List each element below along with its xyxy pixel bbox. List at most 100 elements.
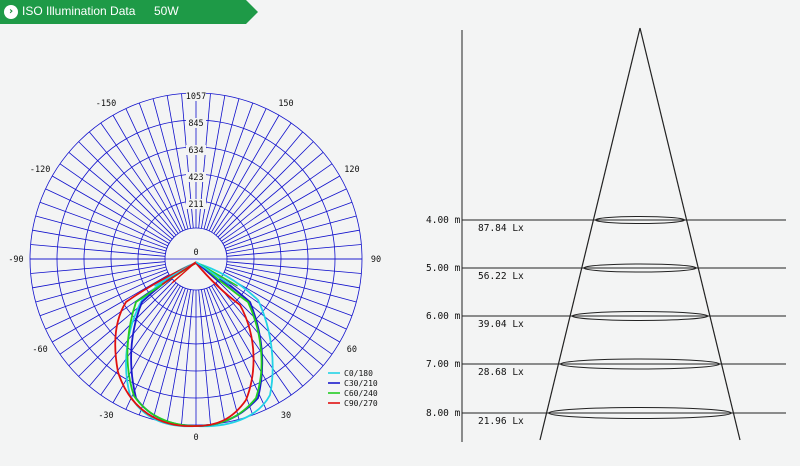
height-label: 7.00 m: [426, 359, 461, 370]
header-power: 50W: [154, 4, 179, 18]
radial-label-bg: [186, 145, 206, 155]
curve-spoke: [161, 261, 197, 286]
polar-spoke: [203, 288, 240, 420]
illuminance-ellipse: [548, 407, 732, 419]
polar-spoke: [45, 271, 169, 330]
height-label: 5.00 m: [426, 263, 461, 274]
polar-spoke: [78, 141, 175, 238]
illuminance-ellipse: [594, 216, 686, 224]
polar-spoke: [206, 102, 254, 231]
lux-label: 21.96 Lx: [478, 416, 524, 427]
polar-spoke: [217, 141, 314, 238]
radial-label-bg: [186, 172, 206, 182]
polar-spoke: [100, 284, 179, 396]
radial-label: 423: [188, 173, 203, 183]
polar-spoke: [213, 122, 292, 234]
polar-spoke: [211, 285, 280, 403]
polar-spoke: [100, 122, 179, 234]
polar-spoke: [208, 108, 267, 232]
legend-label: C30/210: [344, 379, 378, 388]
polar-spoke: [45, 188, 169, 247]
angle-label: 0: [193, 433, 198, 443]
curve-spoke: [171, 261, 197, 284]
lux-label: 28.68 Lx: [478, 367, 524, 378]
polar-spoke: [68, 151, 173, 240]
radial-label: 634: [188, 146, 203, 156]
angle-label: -150: [96, 99, 116, 109]
polar-spoke: [226, 261, 362, 274]
radial-label: 211: [188, 200, 203, 210]
radial-label: 1057: [186, 92, 206, 102]
polar-spoke: [30, 261, 166, 274]
legend-label: C90/270: [344, 399, 378, 408]
polar-spoke: [211, 115, 280, 233]
lux-label: 56.22 Lx: [478, 271, 524, 282]
angle-label: 90: [371, 255, 381, 265]
lux-label: 39.04 Lx: [478, 319, 524, 330]
polar-spoke: [215, 131, 304, 236]
cone-left-edge: [539, 27, 641, 441]
polar-spoke: [88, 131, 177, 236]
header-title: ISO Illumination Data: [22, 4, 136, 18]
curve-spoke: [195, 261, 231, 286]
legend-label: C60/240: [344, 389, 378, 398]
polar-spoke: [222, 175, 340, 244]
angle-label: 60: [347, 345, 357, 355]
section-header: › ISO Illumination Data 50W: [0, 0, 258, 24]
angle-label: 0: [193, 248, 198, 258]
polar-spoke: [32, 263, 166, 289]
polar-spoke: [112, 115, 181, 233]
polar-grid: [29, 92, 363, 426]
cone-right-edge: [639, 27, 741, 441]
illuminance-ellipse: [559, 358, 721, 370]
polar-spoke: [225, 266, 357, 303]
polar-spoke: [198, 289, 211, 425]
angle-label: -30: [98, 411, 113, 421]
angle-label: -60: [32, 345, 47, 355]
polar-spoke: [223, 188, 347, 247]
polar-spoke: [181, 289, 194, 425]
cone-group: 4.00 m 87.84 Lx 5.00 m 56.22 Lx 6.00 m 39.04 …: [426, 27, 786, 442]
angle-label: 120: [344, 165, 359, 175]
polar-spoke: [152, 288, 189, 420]
polar-spoke: [138, 102, 186, 231]
polar-candela-diagram: 1057 845 634 423 211 0 -150 150 -120 120 -90 90 -60 6…: [8, 91, 381, 443]
polar-spoke: [219, 151, 324, 240]
polar-spoke: [166, 289, 192, 423]
light-distribution-curve: [114, 261, 255, 427]
polar-labels: 1057 845 634 423 211 0 -150 150 -120 120 -90 90 -60 6…: [8, 91, 381, 443]
radial-label-bg: [186, 118, 206, 128]
radial-label-bg: [186, 91, 206, 101]
polar-spoke: [35, 215, 167, 252]
polar-spoke: [138, 287, 186, 416]
polar-spoke: [125, 108, 184, 232]
illuminance-ellipse: [583, 263, 697, 273]
angle-label: 30: [281, 411, 291, 421]
polar-spoke: [112, 285, 181, 403]
polar-spoke: [39, 269, 168, 317]
angle-label: 150: [278, 99, 293, 109]
polar-spoke: [223, 271, 347, 330]
polar-spoke: [39, 201, 168, 249]
polar-spoke: [203, 98, 240, 230]
chevron-right-icon: ›: [4, 5, 18, 19]
legend-label: C0/180: [344, 369, 373, 378]
curve-spoke: [195, 261, 221, 284]
polar-spoke: [200, 289, 226, 423]
polar-spoke: [217, 280, 314, 377]
height-label: 6.00 m: [426, 311, 461, 322]
polar-spoke: [226, 244, 362, 257]
polar-spoke: [208, 286, 267, 410]
polar-spoke: [52, 175, 170, 244]
illuminance-ellipse: [571, 311, 709, 321]
polar-spoke: [224, 269, 353, 317]
polar-spoke: [30, 244, 166, 257]
polar-spoke: [206, 287, 254, 416]
polar-spoke: [221, 163, 333, 242]
polar-spoke: [152, 98, 189, 230]
polar-spoke: [32, 229, 166, 255]
polar-spoke: [78, 280, 175, 377]
polar-spoke: [68, 278, 173, 367]
